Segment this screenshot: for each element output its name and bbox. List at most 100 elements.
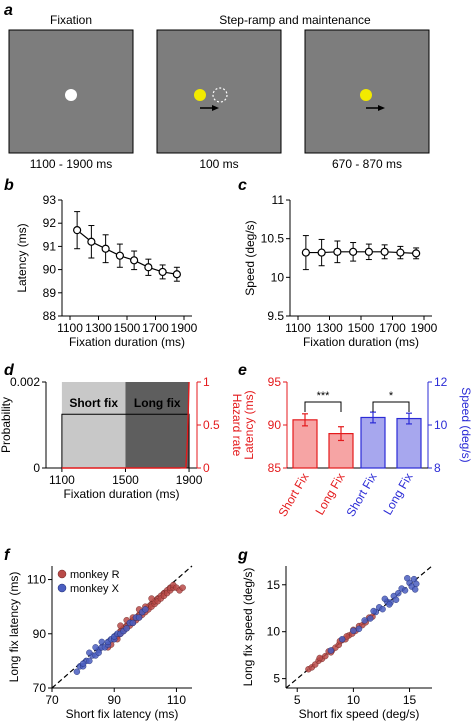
x-tick-label: 1700 — [142, 321, 169, 335]
y-axis-label: Latency (ms) — [242, 390, 256, 459]
y-tick-label: 10 — [267, 625, 281, 639]
panel-d-probability-chart: Short fix Long fix 0 0.002 0 0.5 1 1100 1500 1900… — [0, 375, 244, 501]
data-point-monkey-x — [386, 601, 393, 608]
series-line — [76, 229, 177, 275]
significance-bracket — [304, 401, 342, 412]
data-point — [412, 249, 421, 258]
header-fixation: Fixation — [50, 13, 92, 27]
x-axis-label: Fixation duration (ms) — [303, 335, 419, 349]
data-point-monkey-x — [361, 617, 368, 624]
y-tick-label: 11 — [272, 193, 285, 207]
data-point-monkey-x — [401, 587, 409, 594]
legend-marker-monkey-r — [57, 569, 67, 579]
panel-letter-g: g — [237, 547, 248, 564]
legend-label-monkey-x: monkey X — [70, 583, 120, 595]
bar — [360, 416, 386, 469]
y-tick-label: 90 — [268, 418, 282, 432]
y-tick-label: 89 — [43, 286, 57, 300]
short-fix-region — [61, 382, 126, 468]
probability-line — [61, 413, 190, 468]
x-axis-label: Fixation duration (ms) — [63, 487, 179, 501]
category-label: Long Fix — [312, 471, 347, 518]
data-point — [115, 251, 124, 260]
data-point — [364, 247, 373, 256]
y-tick-label: 91 — [43, 239, 57, 253]
y-axis-label: Speed (deg/s) — [243, 220, 257, 295]
category-label: Short Fix — [343, 471, 379, 520]
x-tick-label: 1100 — [49, 473, 75, 487]
legend-marker-monkey-x — [57, 583, 67, 593]
fixation-ghost-icon — [212, 87, 228, 103]
data-point-monkey-x — [367, 615, 374, 622]
data-point-monkey-x — [123, 625, 130, 632]
x-tick-label: 1300 — [316, 321, 343, 335]
panel-letter-b: b — [4, 177, 14, 194]
data-point-monkey-x — [379, 605, 386, 613]
data-point-monkey-x — [395, 590, 402, 597]
y-tick-label: 0 — [33, 461, 40, 475]
data-point-monkey-x — [404, 575, 411, 582]
data-point — [130, 256, 139, 265]
y-axis-right-label: Hazard rate — [230, 394, 244, 457]
y-tick-label: 95 — [268, 375, 282, 389]
y-tick-label: 70 — [33, 681, 47, 695]
data-point — [333, 247, 342, 256]
x-tick-label: 5 — [294, 693, 301, 707]
x-axis-label: Fixation duration (ms) — [69, 335, 185, 349]
x-tick-label: 1100 — [285, 321, 311, 335]
duration-maintenance: 670 - 870 ms — [332, 157, 402, 171]
y-right-tick-label: 10 — [434, 418, 448, 432]
x-tick-label: 1900 — [176, 473, 203, 487]
x-tick-label: 1100 — [57, 321, 83, 335]
y-tick-label: 15 — [267, 578, 281, 592]
data-point-monkey-x — [142, 606, 149, 613]
x-tick-label: 1700 — [379, 321, 406, 335]
panel-letter-e: e — [238, 362, 247, 379]
data-point-monkey-x — [370, 607, 377, 615]
motion-arrow-icon — [366, 105, 385, 111]
data-point-monkey-r — [117, 622, 124, 629]
data-point-monkey-x — [135, 614, 143, 621]
y-axis-label: Long fix latency (ms) — [7, 572, 21, 683]
y-tick-label: 10 — [271, 270, 285, 284]
y-right-tick-label: 0.5 — [203, 418, 220, 432]
data-point-monkey-x — [86, 657, 93, 665]
data-point-monkey-x — [355, 625, 363, 633]
data-point-monkey-x — [86, 649, 93, 656]
motion-arrow-icon — [200, 105, 219, 111]
panel-letter-d: d — [4, 362, 15, 379]
data-point — [101, 244, 110, 253]
y-tick-label: 0.002 — [10, 375, 40, 389]
x-tick-label: 1900 — [411, 321, 438, 335]
y-tick-label: 90 — [33, 627, 47, 641]
data-point-monkey-r — [322, 652, 329, 660]
duration-fixation: 1100 - 1900 ms — [30, 157, 113, 171]
y-tick-label: 93 — [43, 193, 57, 207]
step-ramp-screen — [156, 29, 282, 154]
data-point — [301, 248, 310, 257]
y-tick-label: 92 — [43, 216, 57, 230]
y-axis-label: Long fix speed (deg/s) — [241, 568, 255, 687]
y-tick-label: 10.5 — [261, 232, 285, 246]
y-right-tick-label: 12 — [434, 375, 448, 389]
data-point-monkey-r — [148, 595, 155, 602]
y-tick-label: 9.5 — [267, 309, 284, 323]
significance-bracket — [372, 401, 410, 412]
data-point-monkey-x — [129, 619, 137, 627]
x-tick-label: 90 — [108, 693, 122, 707]
x-tick-label: 1500 — [112, 473, 139, 487]
y-tick-label: 88 — [43, 309, 57, 323]
y-axis-label: Latency (ms) — [15, 223, 29, 292]
data-point — [144, 263, 153, 272]
legend-label-monkey-r: monkey R — [70, 569, 120, 581]
data-point-monkey-x — [73, 668, 81, 675]
data-point — [73, 226, 82, 235]
y-axis-right-label: Speed (deg/s) — [459, 387, 473, 462]
data-point-monkey-x — [327, 647, 335, 654]
x-tick-label: 1500 — [114, 321, 141, 335]
data-point — [317, 248, 326, 257]
header-step-ramp: Step-ramp and maintenance — [219, 13, 371, 27]
